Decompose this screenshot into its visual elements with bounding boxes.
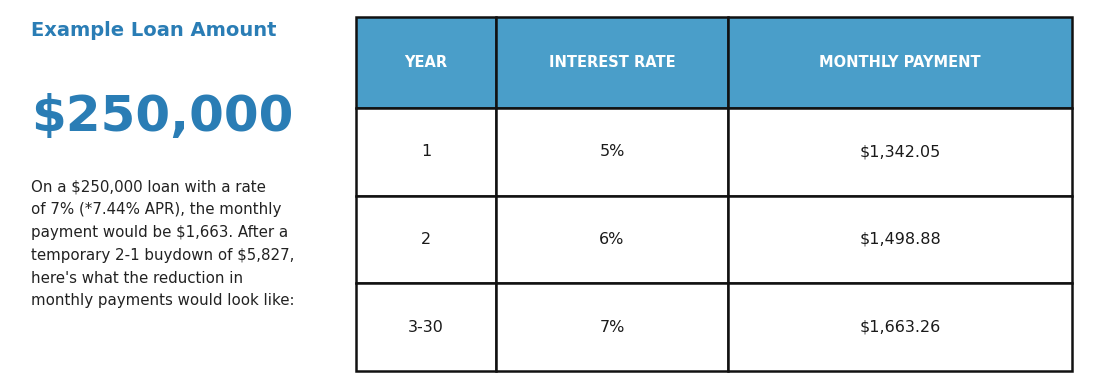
Bar	[729, 196, 1072, 283]
Bar	[356, 196, 495, 283]
Text: INTEREST RATE: INTEREST RATE	[549, 55, 675, 70]
Bar	[729, 108, 1072, 196]
Text: 3-30: 3-30	[408, 320, 444, 335]
Text: $1,498.88: $1,498.88	[859, 232, 941, 247]
Text: $1,663.26: $1,663.26	[859, 320, 940, 335]
Text: 1: 1	[421, 144, 431, 159]
Text: Example Loan Amount: Example Loan Amount	[31, 21, 276, 40]
Bar	[729, 17, 1072, 108]
Bar	[356, 283, 495, 371]
Bar	[495, 108, 729, 196]
Text: 2: 2	[421, 232, 431, 247]
Bar	[495, 283, 729, 371]
Bar	[495, 17, 729, 108]
Text: 5%: 5%	[600, 144, 625, 159]
Text: MONTHLY PAYMENT: MONTHLY PAYMENT	[820, 55, 981, 70]
Text: 7%: 7%	[600, 320, 625, 335]
Bar	[495, 196, 729, 283]
Text: $250,000: $250,000	[31, 93, 293, 141]
Bar	[729, 283, 1072, 371]
Bar	[356, 108, 495, 196]
Bar	[356, 17, 495, 108]
Text: YEAR: YEAR	[404, 55, 447, 70]
Text: On a $250,000 loan with a rate
of 7% (*7.44% APR), the monthly
payment would be : On a $250,000 loan with a rate of 7% (*7…	[31, 179, 294, 308]
Text: 6%: 6%	[600, 232, 625, 247]
Text: $1,342.05: $1,342.05	[859, 144, 940, 159]
